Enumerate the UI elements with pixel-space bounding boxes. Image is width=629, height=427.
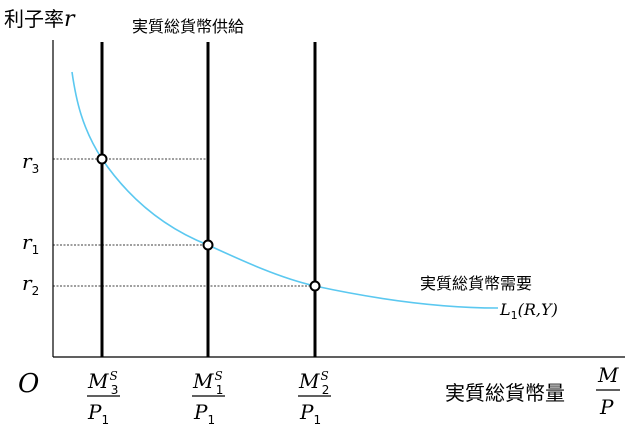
svg-text:M: M xyxy=(597,363,619,387)
tick-m2: MS 2 P1 xyxy=(298,369,331,427)
svg-text:P1: P1 xyxy=(193,400,215,427)
equilibrium-point-r2 xyxy=(309,280,321,292)
y-axis-title: 利子率r xyxy=(4,7,76,32)
svg-text:MS1: MS 1 xyxy=(192,369,223,397)
money-demand-curve xyxy=(71,71,499,309)
demand-function-label: L1(R,Y) xyxy=(499,300,558,322)
svg-text:P: P xyxy=(599,395,614,419)
origin-label: O xyxy=(18,369,39,399)
svg-text:P1: P1 xyxy=(299,400,321,427)
x-axis-fraction: M P xyxy=(596,363,620,419)
equilibrium-point-r1 xyxy=(202,239,214,251)
svg-text:P1: P1 xyxy=(87,400,109,427)
svg-text:MS3: MS 3 xyxy=(87,369,118,397)
tick-r1: r1 xyxy=(22,230,39,257)
demand-label: 実質総貨幣需要 xyxy=(420,274,532,293)
svg-text:MS2: MS 2 xyxy=(298,369,329,397)
supply-label: 実質総貨幣供給 xyxy=(132,17,244,36)
tick-m1: MS 1 P1 xyxy=(192,369,225,427)
tick-r2: r2 xyxy=(22,271,39,298)
tick-m3: MS 3 P1 xyxy=(87,369,120,427)
equilibrium-point-r3 xyxy=(96,153,108,165)
x-axis-title: 実質総貨幣量 xyxy=(445,381,565,405)
tick-r3: r3 xyxy=(22,149,39,176)
